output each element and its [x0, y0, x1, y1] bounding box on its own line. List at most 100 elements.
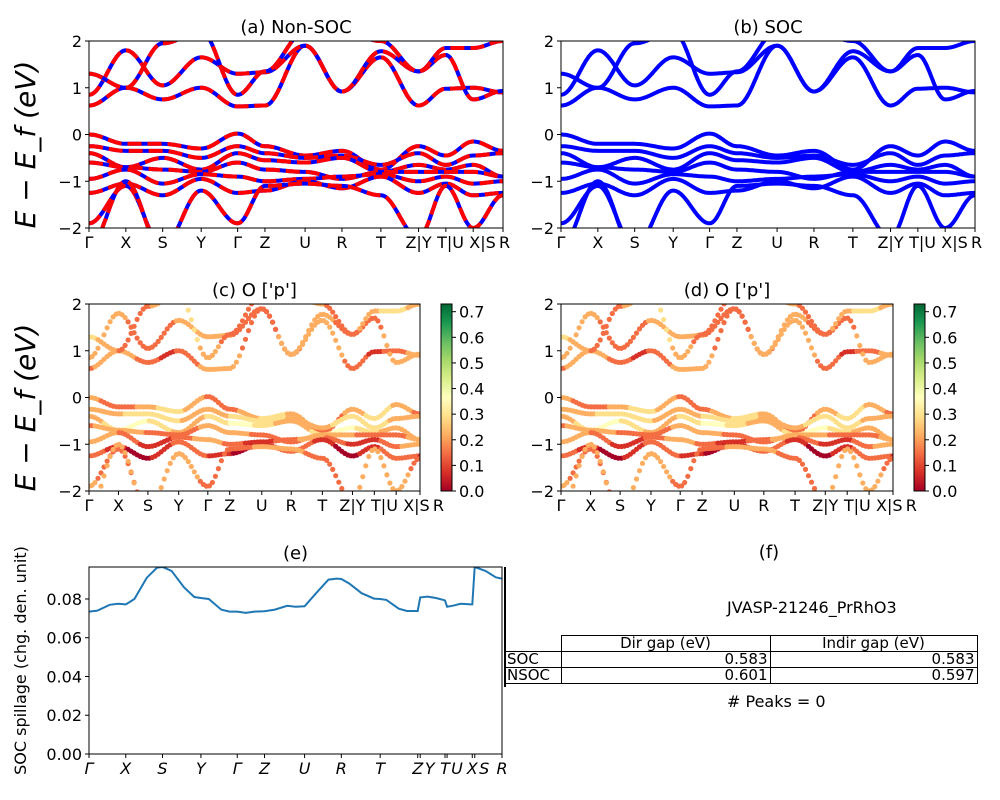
band-point — [131, 323, 137, 329]
band-line-dashed — [89, 131, 503, 172]
band-point — [218, 458, 224, 464]
band-point — [333, 512, 338, 517]
band-point — [624, 342, 631, 348]
band-point — [310, 304, 313, 305]
band-point — [306, 512, 311, 517]
axes-frame — [88, 303, 421, 492]
band-point — [640, 294, 645, 299]
band-point — [573, 332, 579, 338]
spillage-series — [89, 567, 502, 614]
band-point — [609, 340, 615, 346]
band-point — [667, 337, 673, 343]
band-point — [878, 472, 884, 478]
band-point — [131, 480, 137, 486]
x-tick-label: Γ — [85, 496, 94, 515]
band-point — [303, 512, 308, 517]
band-point — [402, 478, 408, 484]
band-point — [417, 304, 420, 307]
band-point — [839, 453, 845, 460]
band-point — [636, 468, 643, 474]
y-tick-label: −1 — [58, 435, 82, 454]
band-point — [399, 483, 405, 490]
band-point — [152, 342, 158, 348]
colorbar-tick-label: 0.0 — [932, 482, 957, 501]
colorbar-tick-label: 0.3 — [932, 405, 957, 424]
band-point — [92, 350, 98, 356]
x-tick-label: R — [758, 496, 769, 515]
band-point — [628, 512, 633, 517]
band-point — [854, 333, 860, 339]
band-point — [721, 304, 727, 307]
colorbar — [440, 303, 453, 492]
band-point — [245, 306, 252, 312]
band-point — [242, 336, 249, 342]
band-point — [309, 322, 315, 328]
band-point — [249, 511, 254, 516]
colorbar-tick-label: 0.5 — [932, 354, 957, 373]
band-line — [561, 160, 975, 181]
x-tick-label: Γ — [85, 233, 94, 252]
band-point — [312, 317, 318, 323]
band-point — [306, 328, 312, 334]
band-point — [233, 359, 239, 365]
band-point — [779, 512, 784, 517]
band-point — [851, 455, 857, 461]
band-point — [327, 512, 332, 517]
x-tick-label: R — [496, 759, 507, 778]
band-point — [300, 512, 305, 517]
band-line — [89, 41, 503, 97]
panel-title: (b) SOC — [733, 17, 802, 38]
band-point — [833, 474, 839, 480]
x-tick-label: T|U — [843, 496, 871, 515]
band-point — [125, 337, 131, 343]
band-point — [200, 351, 206, 357]
band-point — [636, 326, 643, 332]
y-axis-label: E − E_f (eV) — [9, 324, 42, 492]
band-point — [591, 444, 597, 450]
band-point — [297, 294, 302, 299]
band-point — [691, 458, 697, 464]
x-tick-label: Y — [667, 233, 678, 252]
band-point — [776, 512, 781, 517]
band-point — [279, 340, 285, 346]
band-point — [631, 512, 636, 517]
colorbar — [913, 303, 926, 492]
band-point — [300, 340, 306, 346]
x-tick-label: X — [120, 233, 131, 252]
band-point — [186, 508, 191, 513]
x-tick-label: S — [158, 233, 168, 252]
panel-title: (a) Non-SOC — [240, 17, 351, 38]
band-point — [95, 345, 101, 351]
x-tick-label: Z|Y — [877, 233, 903, 252]
band-point — [101, 332, 107, 338]
band-point — [189, 506, 194, 511]
table-row: NSOC 0.601 0.597 — [504, 667, 978, 684]
band-point — [799, 305, 806, 311]
band-point — [411, 460, 417, 466]
band-point — [715, 509, 720, 514]
band-point — [688, 466, 694, 472]
x-tick-label: Z — [697, 496, 708, 515]
band-point — [642, 455, 649, 461]
x-tick-label: R — [336, 759, 347, 778]
band-point — [342, 358, 348, 364]
band-point — [239, 318, 246, 324]
band-point — [159, 512, 164, 517]
nsoc-indir-gap: 0.597 — [769, 667, 978, 684]
band-point — [171, 293, 176, 298]
band-point — [606, 489, 612, 491]
band-point — [803, 512, 808, 517]
band-point — [162, 512, 167, 517]
band-point — [854, 463, 860, 469]
band-point — [567, 345, 573, 351]
band-point — [267, 512, 272, 517]
x-tick-label: T — [375, 233, 386, 252]
band-point — [327, 461, 333, 467]
band-point — [168, 294, 173, 299]
y-tick-label: 0.08 — [46, 590, 82, 609]
band-point — [782, 512, 787, 517]
band-point — [273, 512, 278, 517]
band-point — [266, 313, 273, 319]
